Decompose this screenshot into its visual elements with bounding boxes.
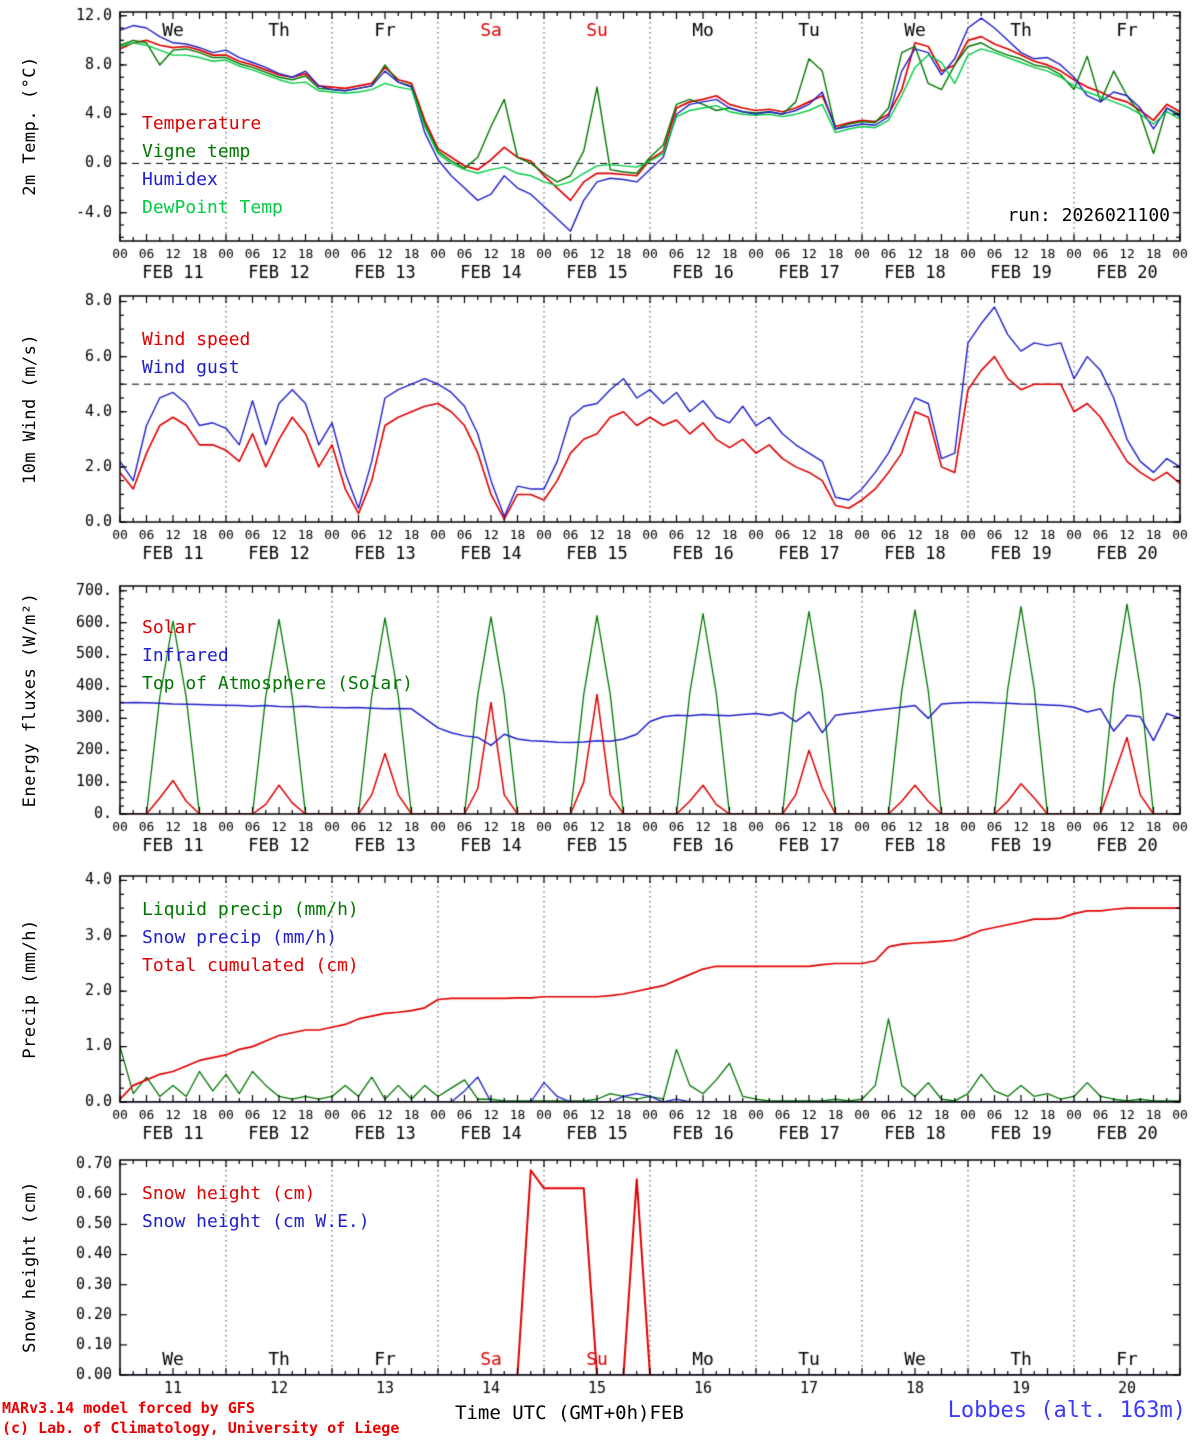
wind-legend: Wind speed Wind gust <box>142 326 250 382</box>
run-label: run: 2026021100 <box>1007 205 1170 226</box>
y-axis-label-energy: Energy fluxes (W/m²) <box>20 592 40 808</box>
y-axis-label-precip: Precip (mm/h) <box>20 919 40 1059</box>
y-axis-label-temperature: 2m Temp. (°C) <box>20 56 40 196</box>
model-credit: MARv3.14 model forced by GFS (c) Lab. of… <box>2 1398 399 1438</box>
legend-item: Humidex <box>142 169 218 190</box>
legend-item: Temperature <box>142 113 262 134</box>
temperature-legend: Temperature Vigne temp Humidex DewPoint Tem… <box>142 110 283 222</box>
legend-item: Top of Atmosphere (Solar) <box>142 673 413 694</box>
legend-item: Total cumulated (cm) <box>142 955 359 976</box>
y-axis-label-snow: Snow height (cm) <box>20 1181 40 1353</box>
legend-item: Infrared <box>142 645 229 666</box>
energy-legend: Solar Infrared Top of Atmosphere (Solar) <box>142 614 413 698</box>
snow-legend: Snow height (cm) Snow height (cm W.E.) <box>142 1180 370 1236</box>
model-credit-line2: (c) Lab. of Climatology, University of L… <box>2 1419 400 1437</box>
legend-item: Vigne temp <box>142 141 251 162</box>
legend-item: DewPoint Temp <box>142 197 283 218</box>
legend-item: Solar <box>142 617 197 638</box>
x-axis-title-text: Time UTC (GMT+0h) <box>455 1402 650 1424</box>
x-axis-title: Time UTC (GMT+0h)FEB <box>455 1402 684 1424</box>
y-axis-label-wind: 10m Wind (m/s) <box>20 333 40 485</box>
legend-item: Wind gust <box>142 357 240 378</box>
precip-legend: Liquid precip (mm/h) Snow precip (mm/h) To… <box>142 896 359 980</box>
legend-item: Liquid precip (mm/h) <box>142 899 359 920</box>
legend-item: Snow height (cm) <box>142 1183 316 1204</box>
x-axis-month: FEB <box>649 1402 684 1424</box>
legend-item: Snow precip (mm/h) <box>142 927 338 948</box>
legend-item: Wind speed <box>142 329 251 350</box>
station-label: Lobbes (alt. 163m) <box>947 1398 1186 1423</box>
model-credit-line1: MARv3.14 model forced by GFS <box>2 1399 255 1417</box>
legend-item: Snow height (cm W.E.) <box>142 1211 370 1232</box>
